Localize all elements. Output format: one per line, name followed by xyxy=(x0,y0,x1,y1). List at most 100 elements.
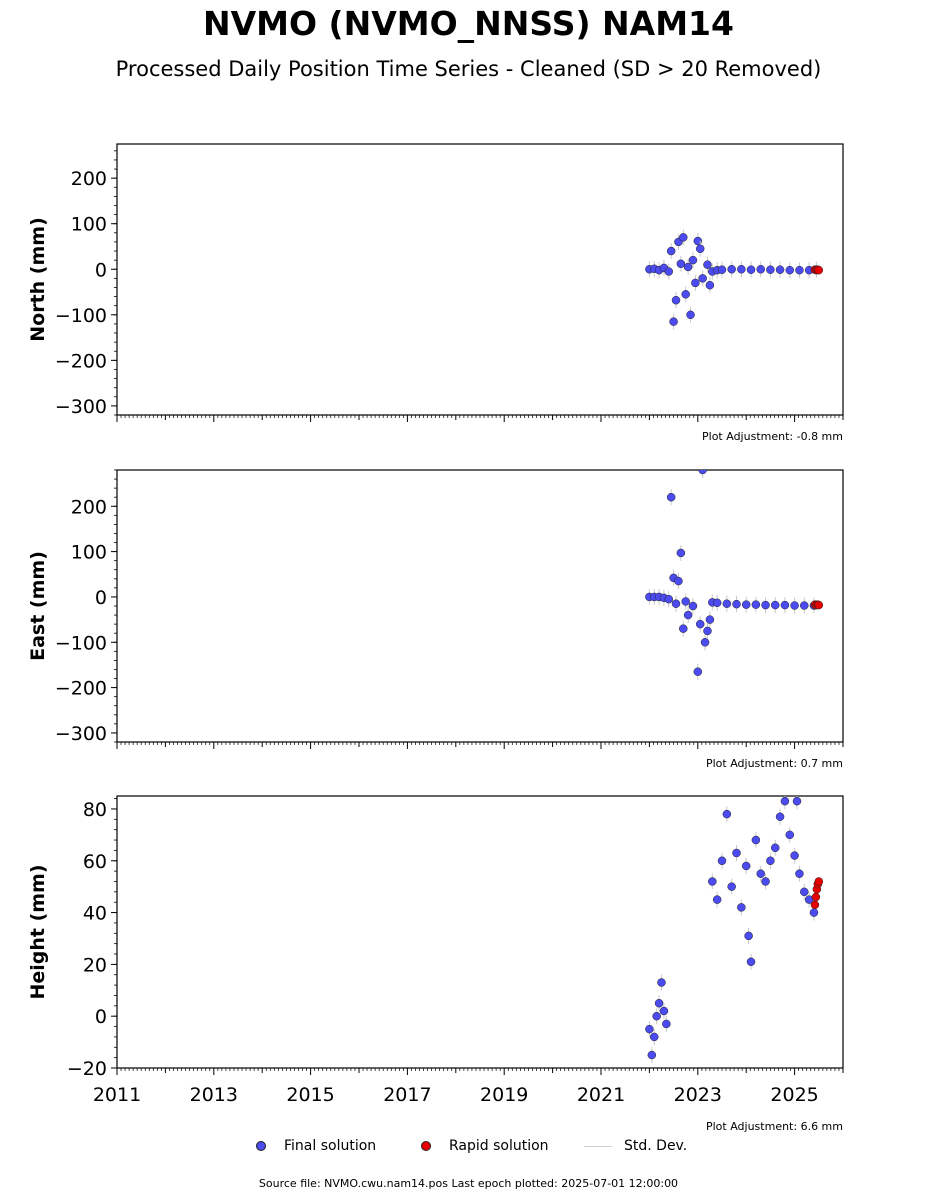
final-point xyxy=(775,812,785,821)
legend-rapid: Rapid solution xyxy=(421,1138,549,1154)
final-point xyxy=(664,594,674,604)
y-axis-label: Height (mm) xyxy=(27,864,49,999)
final-point xyxy=(785,265,795,275)
final-point xyxy=(800,601,809,610)
final-point xyxy=(761,877,770,886)
x-tick-label: 2023 xyxy=(674,1084,722,1106)
final-point xyxy=(681,290,690,299)
rapid-point xyxy=(814,600,824,610)
y-tick-label: 200 xyxy=(71,496,107,518)
legend-stddev: Std. Dev. xyxy=(584,1138,687,1154)
final-point xyxy=(666,246,676,256)
final-point xyxy=(712,598,722,608)
y-tick-label: −300 xyxy=(55,396,107,418)
final-point xyxy=(746,265,756,274)
plot-adjustment: Plot Adjustment: -0.8 mm xyxy=(702,430,843,443)
final-point xyxy=(751,835,761,845)
final-point xyxy=(756,869,765,878)
final-point xyxy=(676,548,686,558)
data-layer xyxy=(645,796,824,1064)
final-point xyxy=(790,851,799,860)
data-layer xyxy=(645,470,824,680)
x-tick-label: 2025 xyxy=(770,1084,818,1106)
plot-frame xyxy=(116,795,844,1069)
final-point xyxy=(683,610,693,620)
final-point xyxy=(727,882,736,891)
final-point xyxy=(790,601,799,610)
final-point xyxy=(800,887,809,897)
y-tick-label: −100 xyxy=(55,632,107,654)
y-tick-label: 20 xyxy=(83,954,107,976)
final-point xyxy=(741,861,751,871)
final-point xyxy=(664,267,674,276)
footer-source: Source file: NVMO.cwu.nam14.pos Last epo… xyxy=(258,1177,679,1190)
final-point xyxy=(746,957,756,967)
legend-stddev-line xyxy=(584,1145,612,1147)
legend-stddev-label: Std. Dev. xyxy=(624,1138,688,1154)
final-point xyxy=(681,597,690,606)
x-tick-label: 2011 xyxy=(93,1084,141,1106)
final-point xyxy=(780,600,790,610)
final-point xyxy=(722,809,732,819)
panel-2: −20 0 20 40 60 80 2011 2013 2015 2017 2019 2021 2023… xyxy=(27,795,844,1133)
final-point xyxy=(657,978,666,987)
x-tick-label: 2021 xyxy=(577,1084,625,1106)
y-tick-label: −300 xyxy=(55,723,107,745)
x-tick-label: 2017 xyxy=(383,1084,431,1106)
final-point xyxy=(744,931,753,941)
final-point xyxy=(700,638,710,647)
final-point xyxy=(727,265,736,274)
plot-frame xyxy=(116,143,844,416)
final-point xyxy=(809,908,819,917)
final-point xyxy=(795,265,804,275)
y-tick-label: 60 xyxy=(83,851,107,873)
chart-subtitle: Processed Daily Position Time Series - C… xyxy=(115,57,822,81)
final-point xyxy=(775,265,785,274)
final-point xyxy=(792,796,802,806)
final-point xyxy=(683,262,693,272)
rapid-point xyxy=(814,877,824,886)
final-point xyxy=(766,265,775,274)
final-point xyxy=(717,856,727,866)
final-point xyxy=(671,599,681,608)
x-tick-label: 2015 xyxy=(286,1084,334,1106)
y-axis-label: North (mm) xyxy=(27,217,49,342)
final-point xyxy=(703,260,712,269)
final-point xyxy=(770,600,780,610)
final-point xyxy=(741,600,751,609)
final-point xyxy=(770,843,780,853)
rapid-point xyxy=(811,892,821,902)
final-point xyxy=(679,624,688,633)
final-point xyxy=(695,619,705,629)
final-point xyxy=(732,848,741,858)
final-point xyxy=(688,601,698,611)
chart-title: NVMO (NVMO_NNSS) NAM14 xyxy=(203,4,734,43)
panel-0: −300 −200 −100 0 100 200 North (mm) Plot Adjust… xyxy=(27,143,844,443)
legend: Final solution Rapid solution Std. Dev. xyxy=(0,1138,937,1158)
final-point xyxy=(780,796,790,806)
final-point xyxy=(717,265,727,274)
final-point xyxy=(686,310,695,320)
final-point xyxy=(737,265,746,274)
final-point xyxy=(766,856,775,866)
final-point xyxy=(708,877,717,886)
panel-1: −300 −200 −100 0 100 200 East (mm) Plot Adjustm… xyxy=(27,469,844,770)
final-point xyxy=(698,470,707,475)
y-axis-label: East (mm) xyxy=(27,551,49,661)
final-point xyxy=(679,233,688,242)
final-point xyxy=(691,278,700,288)
x-tick-label: 2019 xyxy=(480,1084,528,1106)
final-point xyxy=(705,615,715,624)
y-tick-label: −20 xyxy=(67,1058,107,1080)
final-point xyxy=(761,600,770,610)
final-point xyxy=(688,255,698,265)
final-point xyxy=(722,599,732,608)
legend-rapid-label: Rapid solution xyxy=(449,1138,549,1154)
y-tick-label: 0 xyxy=(95,259,107,281)
rapid-point xyxy=(814,265,824,275)
final-point xyxy=(795,869,804,878)
y-tick-label: 0 xyxy=(95,587,107,609)
y-tick-label: −100 xyxy=(55,305,107,327)
final-point xyxy=(756,265,765,274)
y-tick-label: 40 xyxy=(83,903,107,925)
